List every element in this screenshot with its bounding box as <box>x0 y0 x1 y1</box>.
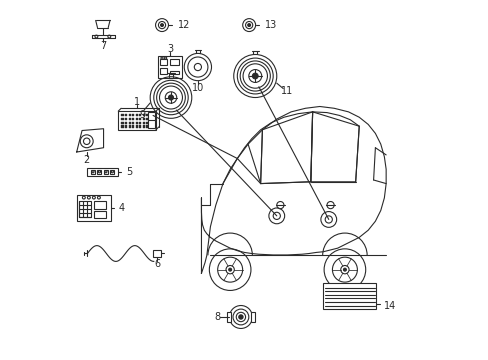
Circle shape <box>252 73 258 79</box>
Bar <box>147 112 155 120</box>
Text: 7: 7 <box>100 41 106 51</box>
Bar <box>91 170 95 174</box>
Bar <box>139 114 141 116</box>
Bar <box>139 122 141 124</box>
Bar <box>135 118 138 120</box>
Bar <box>125 114 127 116</box>
Bar <box>158 56 182 78</box>
Bar <box>121 114 123 116</box>
Text: 13: 13 <box>265 20 277 30</box>
Bar <box>142 125 144 128</box>
Circle shape <box>228 268 231 271</box>
Bar <box>132 118 134 120</box>
Bar <box>153 249 161 257</box>
Bar <box>169 71 179 74</box>
Text: 5: 5 <box>125 167 132 177</box>
Bar <box>132 114 134 116</box>
Bar <box>87 168 118 176</box>
Circle shape <box>343 268 346 271</box>
Bar <box>121 122 123 124</box>
Bar <box>125 118 127 120</box>
Bar <box>135 114 138 116</box>
Bar <box>128 125 130 128</box>
Text: 3: 3 <box>167 44 173 54</box>
Bar <box>147 119 155 128</box>
Bar <box>160 68 167 74</box>
Bar <box>135 122 138 124</box>
Text: 9: 9 <box>139 110 145 120</box>
Bar <box>132 125 134 128</box>
Bar <box>125 122 127 124</box>
Bar <box>121 125 123 128</box>
Text: 12: 12 <box>178 20 190 30</box>
Bar <box>160 59 167 65</box>
Bar <box>142 114 144 116</box>
Bar <box>146 118 148 120</box>
Bar <box>128 114 130 116</box>
Circle shape <box>238 315 243 319</box>
Bar <box>146 114 148 116</box>
Text: 2: 2 <box>83 155 90 165</box>
Bar <box>104 170 108 174</box>
Text: 10: 10 <box>191 83 203 93</box>
Circle shape <box>247 24 250 27</box>
Text: 1: 1 <box>134 97 140 107</box>
Bar <box>94 201 106 209</box>
Text: 11: 11 <box>280 86 292 96</box>
Bar <box>139 118 141 120</box>
Bar <box>227 312 230 322</box>
Bar <box>128 118 130 120</box>
Text: 14: 14 <box>384 301 396 311</box>
Text: 6: 6 <box>154 259 160 269</box>
Bar <box>118 111 156 130</box>
Bar <box>97 170 101 174</box>
Text: 4: 4 <box>119 203 124 213</box>
Bar <box>125 125 127 128</box>
Bar <box>128 122 130 124</box>
Bar <box>323 283 376 309</box>
Bar <box>146 122 148 124</box>
Text: 8: 8 <box>214 312 220 322</box>
Bar <box>142 118 144 120</box>
Bar <box>110 170 114 174</box>
Bar <box>169 59 179 65</box>
Bar <box>94 211 106 218</box>
Bar <box>139 125 141 128</box>
Circle shape <box>160 24 163 27</box>
Bar <box>79 201 90 217</box>
Bar <box>146 125 148 128</box>
Circle shape <box>168 95 173 100</box>
Bar <box>132 122 134 124</box>
Bar <box>121 118 123 120</box>
Bar <box>142 122 144 124</box>
Bar <box>77 195 110 221</box>
Bar <box>250 312 254 322</box>
Bar <box>135 125 138 128</box>
